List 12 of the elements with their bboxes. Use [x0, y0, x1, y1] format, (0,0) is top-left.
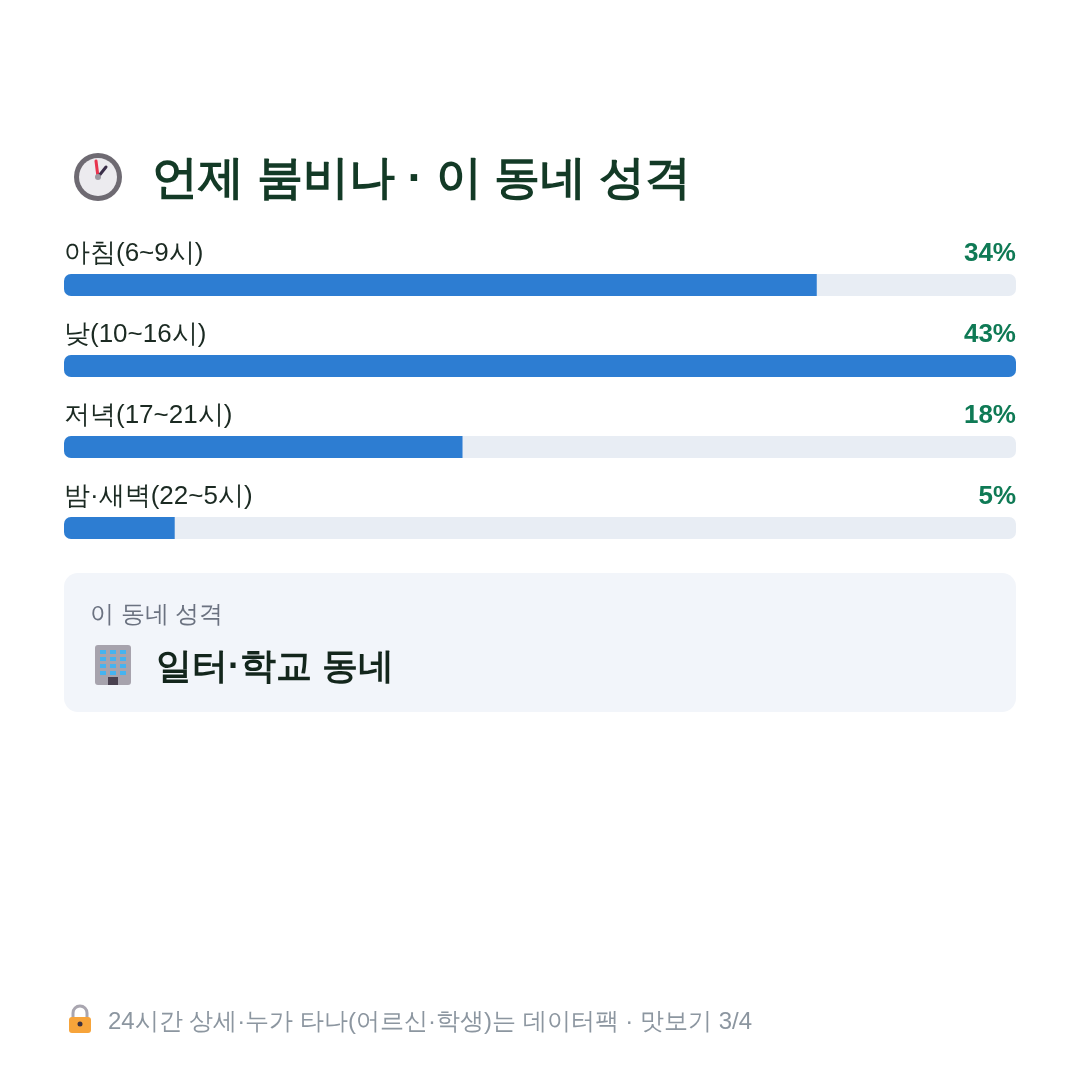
value-label: 5%	[978, 480, 1016, 510]
title: 언제 붐비나 · 이 동네 성격	[152, 151, 692, 203]
category-label: 아침(6~9시)	[64, 237, 204, 267]
annotation: 이 동네 성격	[90, 600, 224, 627]
value-label: 43%	[963, 318, 1016, 348]
value-label: 18%	[963, 399, 1016, 429]
category-label: 낮(10~16시)	[64, 318, 207, 348]
category-label: 저녁(17~21시)	[64, 399, 233, 429]
category-label: 밤·새벽(22~5시)	[64, 480, 253, 510]
value-label: 34%	[963, 237, 1016, 267]
annotation: 일터·학교 동네	[156, 645, 394, 686]
annotation: 24시간 상세·누가 타나(어르신·학생)는 데이터팩 · 맛보기 3/4	[108, 1007, 753, 1034]
